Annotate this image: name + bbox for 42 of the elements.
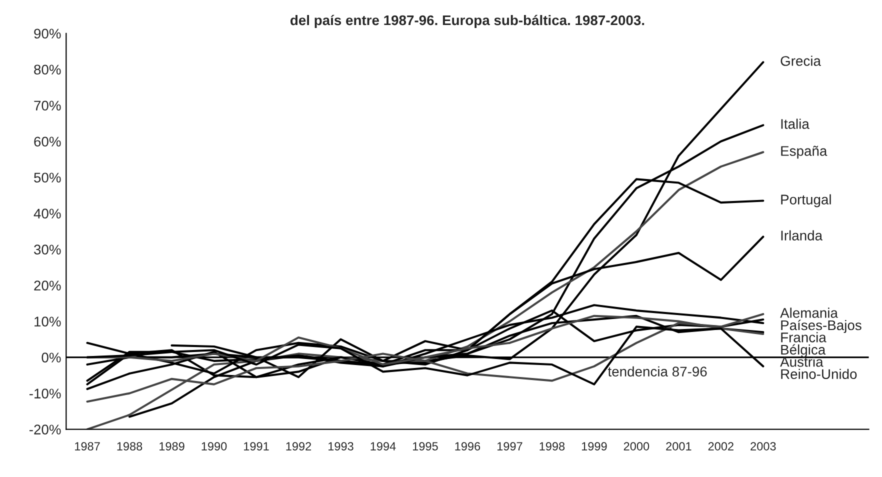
y-tick-label: 40% [34, 208, 61, 219]
x-tick-label: 2003 [750, 442, 776, 450]
x-tick-label: 2000 [624, 442, 650, 450]
series-label: Francia [781, 332, 826, 342]
ref-line-label: tendencia 87-96 [608, 366, 707, 377]
y-tick-label: 60% [34, 136, 61, 147]
x-tick-label: 1999 [582, 442, 607, 450]
x-tick-label: 1991 [244, 442, 269, 450]
x-tick-label: 1988 [117, 442, 142, 450]
series-label: Irlanda [781, 230, 823, 240]
series-label: Italia [781, 118, 810, 129]
series-label: Grecia [780, 56, 821, 66]
chart-title: del país entre 1987-96. Europa sub-báltica. 1987-2003. [290, 14, 644, 28]
y-tick-label: 30% [34, 244, 61, 255]
x-tick-label: 1990 [202, 442, 227, 450]
y-tick-label: 90% [34, 28, 61, 39]
y-tick-label: 0% [42, 352, 61, 362]
y-tick-label: 80% [34, 64, 61, 75]
y-tick-label: 50% [34, 172, 61, 183]
x-tick-label: 1994 [370, 442, 396, 450]
y-tick-label: 10% [34, 316, 61, 326]
x-tick-label: 1995 [412, 442, 438, 450]
x-tick-label: 2001 [666, 442, 692, 450]
series-label: Alemania [780, 308, 838, 318]
x-tick-label: 1996 [455, 442, 480, 450]
x-tick-label: 1992 [286, 442, 312, 450]
x-tick-label: 2002 [708, 442, 734, 450]
text: Austria [780, 356, 824, 367]
series-label: Reino-Unido [781, 368, 857, 380]
y-tick-label: 70% [34, 100, 61, 111]
x-tick-label: 1993 [328, 442, 354, 450]
series-label: España [781, 146, 828, 159]
series-label: Portugal [781, 194, 831, 208]
series-label: Bélgica [781, 344, 826, 358]
x-tick-label: 1989 [160, 442, 184, 450]
y-tick-label: -20% [29, 424, 61, 434]
x-tick-label: 1998 [540, 442, 565, 450]
x-tick-label: 1987 [75, 442, 100, 450]
x-tick-label: 1997 [497, 442, 522, 450]
y-tick-label: 20% [34, 280, 61, 290]
y-tick-label: -10% [29, 388, 61, 398]
series-label: Países-Bajos [781, 320, 862, 333]
